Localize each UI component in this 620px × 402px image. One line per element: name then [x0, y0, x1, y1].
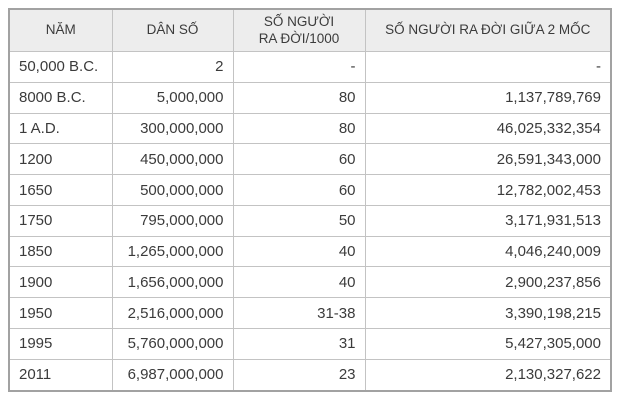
- table-cell: 50: [232, 204, 366, 237]
- table-row: 1950 2,516,000,000 31-38 3,390,198,215: [8, 297, 612, 330]
- header-year: NĂM: [8, 8, 113, 52]
- table-cell: 1,656,000,000: [111, 266, 234, 299]
- table-row: 2011 6,987,000,000 23 2,130,327,622: [8, 358, 612, 392]
- table-cell: 1,137,789,769: [364, 81, 612, 114]
- table-cell: -: [364, 51, 612, 83]
- table-cell: 3,390,198,215: [364, 297, 612, 330]
- table-cell: 1900: [8, 266, 113, 299]
- table-cell: 2011: [8, 358, 113, 392]
- table-cell: 60: [232, 174, 366, 206]
- table-row: 8000 B.C. 5,000,000 80 1,137,789,769: [8, 81, 612, 114]
- table-cell: 2,130,327,622: [364, 358, 612, 392]
- table-cell: 5,427,305,000: [364, 328, 612, 360]
- table-cell: 1850: [8, 235, 113, 268]
- table-cell: 8000 B.C.: [8, 81, 113, 114]
- table-cell: 1200: [8, 143, 113, 176]
- table-cell: 1750: [8, 204, 113, 237]
- table-cell: 5,760,000,000: [111, 328, 234, 360]
- table-body: 50,000 B.C. 2- -8000 B.C. 5,000,000 80 1,137,…: [8, 51, 612, 392]
- table-cell: 1950: [8, 297, 113, 330]
- table-cell: 795,000,000: [111, 204, 234, 237]
- table-cell: -: [232, 51, 366, 83]
- table-cell: 1650: [8, 174, 113, 206]
- table-cell: 500,000,000: [111, 174, 234, 206]
- table-row: 1850 1,265,000,000 40 4,046,240,009: [8, 235, 612, 268]
- table-cell: 80: [232, 81, 366, 114]
- table-cell: 26,591,343,000: [364, 143, 612, 176]
- table-cell: 5,000,000: [111, 81, 234, 114]
- table-cell: 60: [232, 143, 366, 176]
- table-cell: 450,000,000: [111, 143, 234, 176]
- table-cell: 23: [232, 358, 366, 392]
- table-cell: 50,000 B.C.: [8, 51, 113, 83]
- table-cell: 4,046,240,009: [364, 235, 612, 268]
- table-row: 1 A.D. 300,000,000 80 46,025,332,354: [8, 112, 612, 145]
- table-cell: 40: [232, 266, 366, 299]
- table-row: 1995 5,760,000,000 31 5,427,305,000: [8, 328, 612, 360]
- header-population: DÂN SỐ: [111, 8, 234, 52]
- table-cell: 3,171,931,513: [364, 204, 612, 237]
- table-cell: 1 A.D.: [8, 112, 113, 145]
- table-cell: 2: [111, 51, 234, 83]
- table-cell: 2,516,000,000: [111, 297, 234, 330]
- table-cell: 12,782,002,453: [364, 174, 612, 206]
- table-header: NĂM DÂN SỐ SỐ NGƯỜI RA ĐỜI/1000 SỐ NGƯỜI…: [8, 8, 612, 52]
- table-cell: 1995: [8, 328, 113, 360]
- table-row: 1900 1,656,000,000 40 2,900,237,856: [8, 266, 612, 299]
- table-row: 1200 450,000,000 60 26,591,343,000: [8, 143, 612, 176]
- table-cell: 31: [232, 328, 366, 360]
- table-cell: 2,900,237,856: [364, 266, 612, 299]
- header-births-per-1000: SỐ NGƯỜI RA ĐỜI/1000: [232, 8, 366, 52]
- table-cell: 31-38: [232, 297, 366, 330]
- table-cell: 6,987,000,000: [111, 358, 234, 392]
- table-cell: 80: [232, 112, 366, 145]
- table-cell: 46,025,332,354: [364, 112, 612, 145]
- table-row: 50,000 B.C. 2- -: [8, 51, 612, 83]
- table-row: 1750 795,000,000 50 3,171,931,513: [8, 204, 612, 237]
- table-cell: 1,265,000,000: [111, 235, 234, 268]
- table-cell: 300,000,000: [111, 112, 234, 145]
- table-cell: 40: [232, 235, 366, 268]
- table-row: 1650 500,000,000 60 12,782,002,453: [8, 174, 612, 206]
- header-births-between-milestones: SỐ NGƯỜI RA ĐỜI GIỮA 2 MỐC: [364, 8, 612, 52]
- header-row: NĂM DÂN SỐ SỐ NGƯỜI RA ĐỜI/1000 SỐ NGƯỜI…: [8, 8, 612, 52]
- population-history-table: NĂM DÂN SỐ SỐ NGƯỜI RA ĐỜI/1000 SỐ NGƯỜI…: [8, 8, 612, 392]
